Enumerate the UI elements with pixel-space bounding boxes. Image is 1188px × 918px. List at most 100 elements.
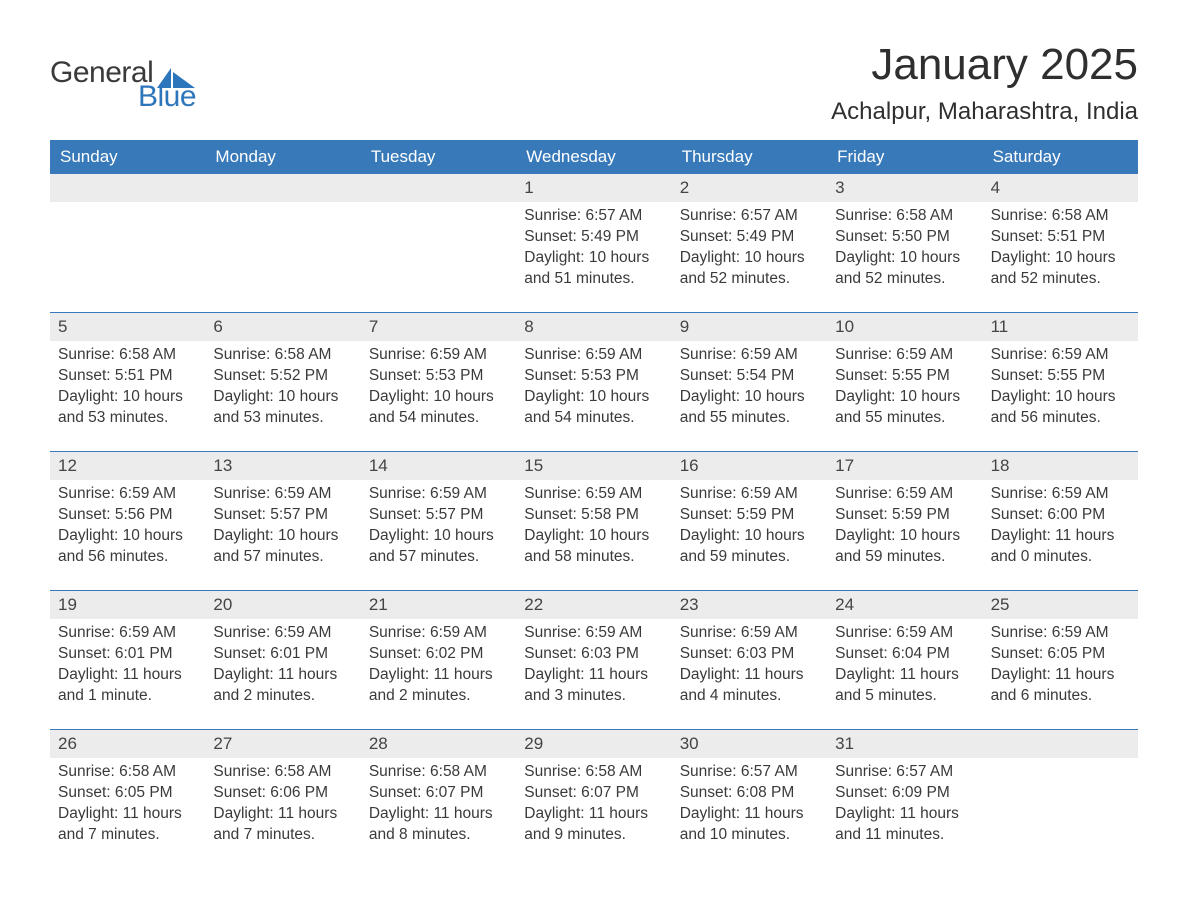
day-line-ss: Sunset: 5:50 PM [835, 227, 974, 248]
day-line-ss: Sunset: 5:59 PM [680, 505, 819, 526]
day-line-sr: Sunrise: 6:59 AM [835, 484, 974, 505]
day-line-sr: Sunrise: 6:59 AM [991, 345, 1130, 366]
day-line-d1: Daylight: 11 hours [58, 665, 197, 686]
location-text: Achalpur, Maharashtra, India [831, 98, 1138, 126]
day-number: 11 [983, 313, 1138, 341]
day-line-d1: Daylight: 11 hours [835, 804, 974, 825]
day-line-sr: Sunrise: 6:59 AM [58, 623, 197, 644]
day-number: 20 [205, 591, 360, 619]
day-line-ss: Sunset: 6:08 PM [680, 783, 819, 804]
day-line-d2: and 54 minutes. [369, 408, 508, 429]
day-body: Sunrise: 6:59 AMSunset: 6:01 PMDaylight:… [205, 619, 360, 711]
day-number: 13 [205, 452, 360, 480]
day-line-d1: Daylight: 11 hours [524, 804, 663, 825]
day-number: 23 [672, 591, 827, 619]
day-line-d2: and 2 minutes. [369, 686, 508, 707]
day-number: 10 [827, 313, 982, 341]
day-line-d1: Daylight: 11 hours [213, 665, 352, 686]
day-line-d2: and 57 minutes. [213, 547, 352, 568]
day-line-ss: Sunset: 5:53 PM [524, 366, 663, 387]
day-line-d1: Daylight: 10 hours [213, 526, 352, 547]
day-line-d2: and 53 minutes. [213, 408, 352, 429]
day-line-d2: and 55 minutes. [680, 408, 819, 429]
day-number: 12 [50, 452, 205, 480]
day-number: 14 [361, 452, 516, 480]
day-body: Sunrise: 6:59 AMSunset: 6:03 PMDaylight:… [672, 619, 827, 711]
day-line-d1: Daylight: 10 hours [524, 387, 663, 408]
day-line-sr: Sunrise: 6:58 AM [58, 345, 197, 366]
day-line-sr: Sunrise: 6:59 AM [680, 345, 819, 366]
day-line-ss: Sunset: 5:49 PM [524, 227, 663, 248]
day-line-ss: Sunset: 5:57 PM [213, 505, 352, 526]
day-line-ss: Sunset: 5:49 PM [680, 227, 819, 248]
day-line-ss: Sunset: 6:03 PM [680, 644, 819, 665]
day-line-sr: Sunrise: 6:57 AM [680, 206, 819, 227]
day-line-d1: Daylight: 10 hours [58, 387, 197, 408]
day-line-sr: Sunrise: 6:58 AM [213, 345, 352, 366]
week-block: 19202122232425Sunrise: 6:59 AMSunset: 6:… [50, 590, 1138, 729]
day-line-d1: Daylight: 11 hours [991, 665, 1130, 686]
daynum-strip: 262728293031 [50, 730, 1138, 758]
day-line-sr: Sunrise: 6:58 AM [213, 762, 352, 783]
day-line-d2: and 7 minutes. [58, 825, 197, 846]
day-line-ss: Sunset: 5:55 PM [835, 366, 974, 387]
day-body: Sunrise: 6:59 AMSunset: 5:59 PMDaylight:… [827, 480, 982, 572]
day-line-ss: Sunset: 6:05 PM [58, 783, 197, 804]
day-number: 8 [516, 313, 671, 341]
day-line-d2: and 11 minutes. [835, 825, 974, 846]
day-number: 26 [50, 730, 205, 758]
day-body: Sunrise: 6:57 AMSunset: 5:49 PMDaylight:… [516, 202, 671, 294]
day-line-d2: and 7 minutes. [213, 825, 352, 846]
day-line-sr: Sunrise: 6:59 AM [835, 623, 974, 644]
day-number: 7 [361, 313, 516, 341]
day-line-ss: Sunset: 6:07 PM [369, 783, 508, 804]
day-body: Sunrise: 6:59 AMSunset: 5:55 PMDaylight:… [827, 341, 982, 433]
day-line-d2: and 59 minutes. [680, 547, 819, 568]
day-line-ss: Sunset: 6:07 PM [524, 783, 663, 804]
day-line-sr: Sunrise: 6:58 AM [835, 206, 974, 227]
day-body: Sunrise: 6:59 AMSunset: 6:03 PMDaylight:… [516, 619, 671, 711]
day-line-d2: and 56 minutes. [991, 408, 1130, 429]
day-body: Sunrise: 6:59 AMSunset: 5:56 PMDaylight:… [50, 480, 205, 572]
day-line-ss: Sunset: 5:53 PM [369, 366, 508, 387]
week-block: 262728293031 Sunrise: 6:58 AM Sunset: 6:05… [50, 729, 1138, 868]
day-line-d1: Daylight: 10 hours [524, 526, 663, 547]
calendar: SundayMondayTuesdayWednesdayThursdayFrid… [50, 140, 1138, 868]
day-line-d2: and 59 minutes. [835, 547, 974, 568]
day-line-d2: and 55 minutes. [835, 408, 974, 429]
day-line-d1: Daylight: 10 hours [835, 387, 974, 408]
day-line-sr: Sunrise: 6:59 AM [369, 345, 508, 366]
day-number: 30 [672, 730, 827, 758]
day-body: Sunrise: 6:59 AMSunset: 5:59 PMDaylight:… [672, 480, 827, 572]
day-line-d2: and 8 minutes. [369, 825, 508, 846]
day-line-sr: Sunrise: 6:59 AM [991, 623, 1130, 644]
day-line-sr: Sunrise: 6:59 AM [835, 345, 974, 366]
day-line-sr: Sunrise: 6:59 AM [680, 484, 819, 505]
week-block: 1234Sunrise: 6:57 AMSunset: 5:49 PMDayli… [50, 174, 1138, 312]
daynum-strip: 567891011 [50, 313, 1138, 341]
day-body: Sunrise: 6:58 AMSunset: 5:51 PMDaylight:… [983, 202, 1138, 294]
day-number: 16 [672, 452, 827, 480]
day-line-sr: Sunrise: 6:57 AM [524, 206, 663, 227]
daybody-row: Sunrise: 6:58 AM Sunset: 6:05 PM Daylight:… [50, 758, 1138, 868]
day-body: Sunrise: 6:59 AMSunset: 6:01 PMDaylight:… [50, 619, 205, 711]
day-line-d2: and 52 minutes. [835, 269, 974, 290]
title-block: January 2025 Achalpur, Maharashtra, Indi… [831, 40, 1138, 126]
daynum-strip: 12131415161718 [50, 452, 1138, 480]
day-number: 31 [827, 730, 982, 758]
month-title: January 2025 [831, 40, 1138, 90]
day-line-d1: Daylight: 10 hours [369, 526, 508, 547]
day-number: 5 [50, 313, 205, 341]
day-line-d1: Daylight: 11 hours [524, 665, 663, 686]
day-number: 21 [361, 591, 516, 619]
day-number: 15 [516, 452, 671, 480]
day-line-sr: Sunrise: 6:59 AM [524, 623, 663, 644]
week-block: 567891011Sunrise: 6:58 AMSunset: 5:51 PM… [50, 312, 1138, 451]
day-line-d2: and 57 minutes. [369, 547, 508, 568]
day-body: Sunrise: 6:59 AMSunset: 5:57 PMDaylight:… [361, 480, 516, 572]
day-line-d1: Daylight: 11 hours [680, 804, 819, 825]
weekday-header: Thursday [672, 140, 827, 174]
day-body: Sunrise: 6:59 AMSunset: 5:57 PMDaylight:… [205, 480, 360, 572]
day-line-d2: and 52 minutes. [680, 269, 819, 290]
day-line-ss: Sunset: 5:56 PM [58, 505, 197, 526]
